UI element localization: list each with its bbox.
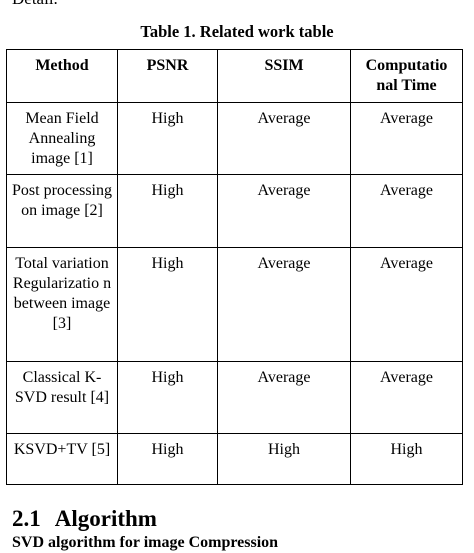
subsection-heading: SVD algorithm for image Compression <box>12 534 279 551</box>
previous-paragraph-fragment: Detail. <box>12 0 58 9</box>
section-heading: 2.1 Algorithm <box>12 505 157 533</box>
cell-ssim: Average <box>217 102 351 175</box>
cell-psnr: High <box>117 361 218 434</box>
header-psnr: PSNR <box>117 49 218 103</box>
cell-ssim: Average <box>217 247 351 362</box>
cell-ssim: Average <box>217 174 351 248</box>
cell-computational-time: High <box>350 433 463 485</box>
cell-computational-time: Average <box>350 174 463 248</box>
cell-ssim: High <box>217 433 351 485</box>
cell-method: Total variation Regularizatio n between … <box>6 247 118 362</box>
cell-psnr: High <box>117 102 218 175</box>
table-row: KSVD+TV [5] High High High <box>6 433 463 485</box>
header-computational-time: Computatio nal Time <box>350 49 463 103</box>
cell-psnr: High <box>117 247 218 362</box>
table-row: Post processing on image [2] High Averag… <box>6 174 463 248</box>
cell-ssim: Average <box>217 361 351 434</box>
cell-psnr: High <box>117 174 218 248</box>
section-number: 2.1 <box>12 506 41 531</box>
cell-computational-time: Average <box>350 361 463 434</box>
section-title: Algorithm <box>54 506 157 531</box>
header-method: Method <box>6 49 118 103</box>
header-ssim: SSIM <box>217 49 351 103</box>
cell-computational-time: Average <box>350 247 463 362</box>
table-row: Mean Field Annealing image [1] High Aver… <box>6 102 463 175</box>
table-header-row: Method PSNR SSIM Computatio nal Time <box>6 49 463 103</box>
cell-method: Post processing on image [2] <box>6 174 118 248</box>
table-caption: Table 1. Related work table <box>140 22 334 41</box>
cell-psnr: High <box>117 433 218 485</box>
related-work-table: Method PSNR SSIM Computatio nal Time Mea… <box>6 49 463 485</box>
cell-method: KSVD+TV [5] <box>6 433 118 485</box>
cell-method: Mean Field Annealing image [1] <box>6 102 118 175</box>
table-row: Total variation Regularizatio n between … <box>6 247 463 362</box>
table-row: Classical K-SVD result [4] High Average … <box>6 361 463 434</box>
cell-method: Classical K-SVD result [4] <box>6 361 118 434</box>
cell-computational-time: Average <box>350 102 463 175</box>
